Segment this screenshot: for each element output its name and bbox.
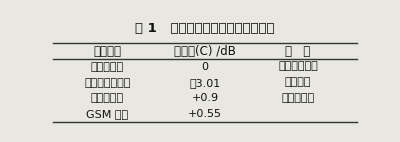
Text: 备   注: 备 注 [285,45,311,58]
Text: 表 1   部分波形作为输入时的修正值: 表 1 部分波形作为输入时的修正值 [135,22,275,35]
Text: +0.9: +0.9 [192,93,218,103]
Text: +0.55: +0.55 [188,109,222,119]
Text: GSM 信号: GSM 信号 [86,109,128,119]
Text: 修正值(C) /dB: 修正值(C) /dB [174,45,236,58]
Text: 典型信号: 典型信号 [93,45,121,58]
Text: 应将修正值与: 应将修正值与 [278,61,318,71]
Text: 三角波信号: 三角波信号 [91,93,124,103]
Text: 方波或直流信号: 方波或直流信号 [84,78,130,88]
Text: 电平值相加: 电平值相加 [282,93,314,103]
Text: 输出功率: 输出功率 [285,77,311,87]
Text: 0: 0 [202,62,208,72]
Text: －3.01: －3.01 [189,78,221,88]
Text: 正弦波信号: 正弦波信号 [91,62,124,72]
